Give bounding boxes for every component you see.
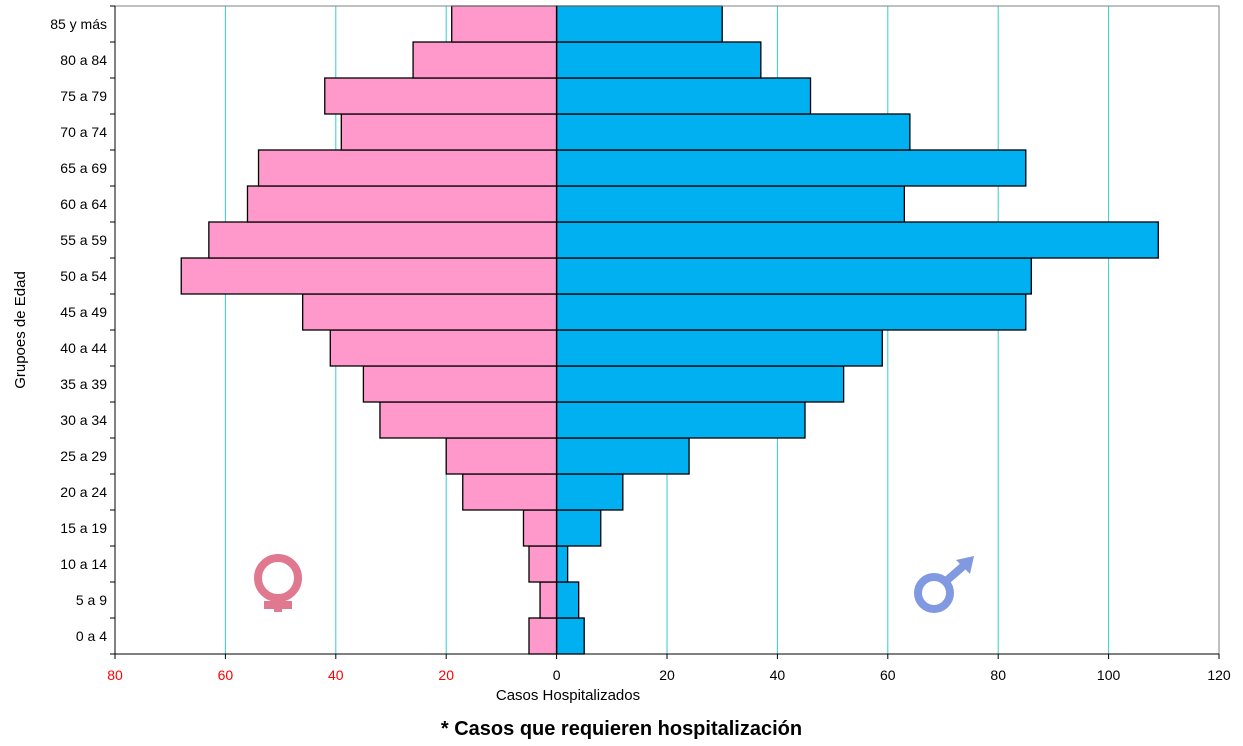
x-tick-label: 0 — [553, 667, 561, 683]
bar-male — [555, 149, 1027, 187]
bar-male — [555, 5, 723, 43]
plot-frame — [110, 5, 1220, 659]
y-tick-label: 75 a 79 — [60, 88, 107, 104]
x-tick-label: 60 — [218, 667, 234, 683]
x-tick-label: 60 — [880, 667, 896, 683]
bar-male — [555, 77, 812, 115]
bar-female — [445, 437, 558, 475]
bar-male — [555, 365, 845, 403]
bar-female — [208, 221, 558, 259]
y-tick-label: 20 a 24 — [60, 484, 107, 500]
y-tick-label: 80 a 84 — [60, 52, 107, 68]
bar-female — [329, 329, 558, 367]
x-tick-label: 20 — [659, 667, 675, 683]
y-tick-label: 85 y más — [50, 16, 107, 32]
y-tick-label: 70 a 74 — [60, 124, 107, 140]
x-tick-label: 100 — [1097, 667, 1121, 683]
male-symbol-icon — [914, 556, 974, 613]
x-tick-label: 40 — [328, 667, 344, 683]
bar-male — [555, 41, 762, 79]
bar-female — [324, 77, 558, 115]
y-tick-label: 50 a 54 — [60, 268, 107, 284]
x-tick-label: 120 — [1207, 667, 1231, 683]
bar-female — [451, 5, 558, 43]
y-tick-label: 65 a 69 — [60, 160, 107, 176]
y-tick-labels: 0 a 4 5 a 9 10 a 14 15 a 19 20 a 24 25 a 29 30… — [50, 16, 107, 644]
bar-male — [555, 509, 602, 547]
x-tick-label: 20 — [438, 667, 454, 683]
y-tick-label: 30 a 34 — [60, 412, 107, 428]
y-tick-label: 0 a 4 — [76, 628, 107, 644]
bar-male — [555, 473, 624, 511]
bar-female — [362, 365, 558, 403]
bar-female — [180, 257, 558, 295]
x-tick-labels: 80 60 40 20 0 20 40 60 80 100 120 — [107, 667, 1231, 683]
y-tick-label: 60 a 64 — [60, 196, 107, 212]
x-tick-label: 40 — [770, 667, 786, 683]
y-tick-label: 35 a 39 — [60, 376, 107, 392]
bar-male — [555, 185, 906, 223]
bar-female — [528, 545, 558, 583]
bar-male — [555, 329, 883, 367]
y-tick-label: 40 a 44 — [60, 340, 107, 356]
bar-female — [412, 41, 558, 79]
female-symbol-icon — [254, 554, 302, 612]
bar-male — [555, 221, 1159, 259]
bar-female — [522, 509, 558, 547]
bar-female — [246, 185, 558, 223]
bars — [180, 5, 1159, 655]
bar-female — [302, 293, 558, 331]
bar-female — [379, 401, 558, 439]
bar-female — [539, 581, 558, 619]
bar-male — [555, 293, 1027, 331]
bar-male — [555, 581, 580, 619]
x-tick-label: 80 — [107, 667, 123, 683]
y-tick-label: 10 a 14 — [60, 556, 107, 572]
y-tick-label: 25 a 29 — [60, 448, 107, 464]
y-axis-title: Grupoes de Edad — [12, 271, 29, 389]
bar-male — [555, 545, 569, 583]
bar-male — [555, 257, 1032, 295]
bar-male — [555, 401, 806, 439]
bar-female — [528, 617, 558, 655]
y-tick-label: 45 a 49 — [60, 304, 107, 320]
bar-female — [462, 473, 558, 511]
x-tick-label: 80 — [990, 667, 1006, 683]
bar-male — [555, 437, 690, 475]
bar-female — [257, 149, 558, 187]
bar-male — [555, 113, 911, 151]
y-tick-label: 55 a 59 — [60, 232, 107, 248]
bar-female — [340, 113, 558, 151]
footnote: * Casos que requieren hospitalización — [440, 718, 803, 740]
x-axis-title: Casos Hospitalizados — [496, 687, 640, 704]
y-tick-label: 15 a 19 — [60, 520, 107, 536]
y-tick-label: 5 a 9 — [76, 592, 107, 608]
bar-male — [555, 617, 585, 655]
